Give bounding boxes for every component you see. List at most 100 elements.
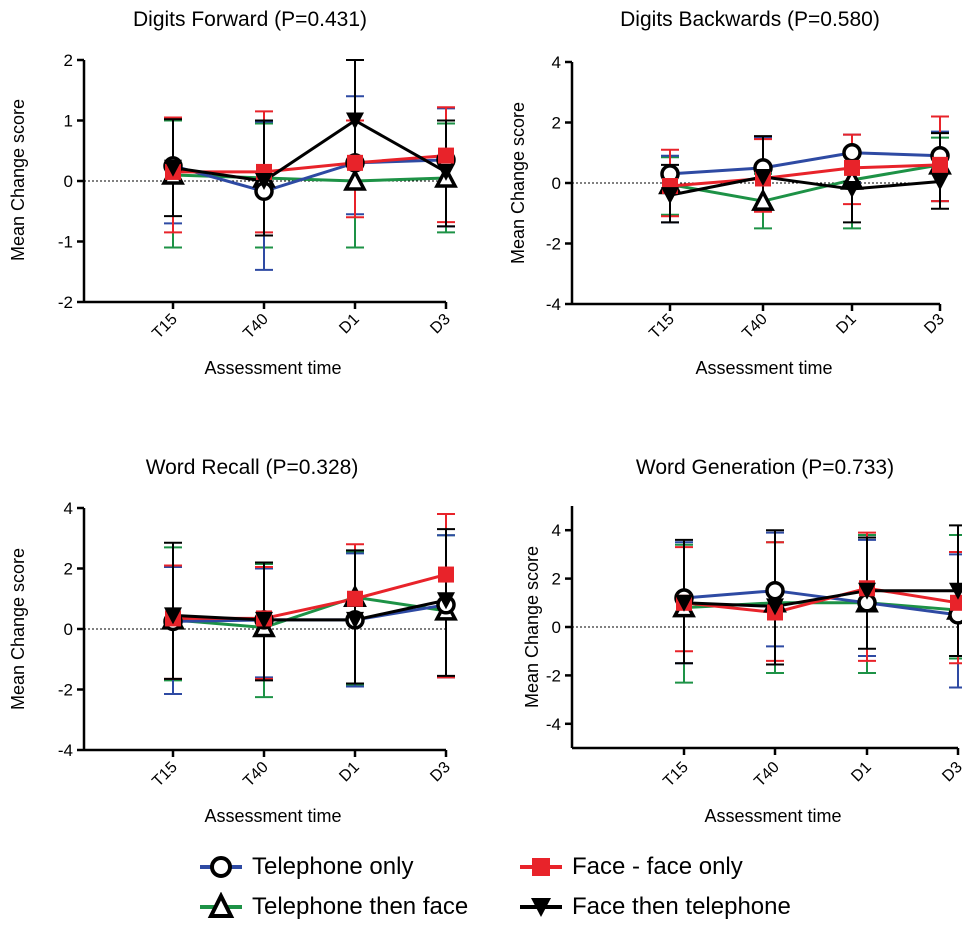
data-point	[843, 181, 861, 199]
x-axis-label: Assessment time	[704, 806, 841, 826]
data-point	[438, 147, 454, 164]
legend: Telephone only Face - face only Telephon…	[200, 852, 900, 928]
y-tick-label: 4	[552, 521, 561, 540]
x-axis-label: Assessment time	[204, 806, 341, 826]
y-axis-label: Mean Change score	[8, 99, 28, 261]
data-point	[751, 188, 775, 211]
series-line-face-then-telephone	[172, 118, 447, 183]
series-line-telephone-only	[683, 589, 959, 617]
x-axis-label: Assessment time	[204, 358, 341, 378]
filled-down-triangle-icon	[520, 898, 562, 917]
y-tick-label: 0	[552, 618, 561, 637]
series-face-face-only	[164, 513, 455, 685]
y-tick-label: -4	[58, 741, 73, 760]
x-tick-label: D1	[336, 759, 363, 786]
series-telephone-only	[164, 95, 455, 271]
series-face-face-only	[164, 106, 455, 234]
y-tick-label: 0	[552, 174, 561, 193]
chart-panel-1: Digits Forward (P=0.431) Mean Change scor…	[8, 8, 458, 378]
series-line-telephone-then-face	[669, 163, 941, 203]
x-tick-label: T15	[646, 311, 678, 343]
data-point	[164, 159, 182, 177]
y-tick-label: 4	[552, 53, 561, 72]
legend-item-telephone-then-face: Telephone then face	[200, 892, 468, 922]
series-line-telephone-only	[669, 151, 941, 176]
series-line-face-then-telephone	[683, 589, 958, 608]
data-point	[842, 143, 862, 163]
chart-panel-2: Digits Backwards (P=0.580) Mean Change sc…	[508, 8, 952, 378]
y-tick-label: 0	[64, 172, 73, 191]
data-point	[754, 168, 772, 186]
x-tick-label: T40	[240, 759, 272, 791]
y-tick-label: -2	[546, 666, 561, 685]
y-tick-label: -2	[58, 293, 73, 312]
data-point	[437, 592, 455, 610]
y-tick-label: -1	[58, 233, 73, 252]
data-point	[858, 582, 876, 600]
series-line-face-face-only	[683, 586, 959, 615]
x-tick-label: D3	[939, 759, 962, 786]
y-tick-label: -2	[58, 681, 73, 700]
data-point	[949, 582, 962, 600]
data-point	[347, 590, 363, 607]
data-point	[844, 159, 860, 176]
legend-item-telephone-only: Telephone only	[200, 852, 413, 882]
y-tick-label: 2	[552, 114, 561, 133]
series-line-face-face-only	[173, 154, 447, 174]
x-tick-label: T40	[751, 759, 783, 791]
series-line-telephone-only	[172, 158, 447, 193]
y-tick-label: 0	[64, 620, 73, 639]
series-line-face-then-telephone	[669, 175, 941, 197]
legend-label: Face then telephone	[572, 893, 791, 920]
y-axis-label: Mean Change score	[8, 548, 28, 710]
chart-title: Word Recall (P=0.328)	[146, 456, 359, 479]
x-tick-label: D3	[427, 311, 454, 338]
y-axis-label: Mean Change score	[508, 102, 528, 264]
y-tick-label: 2	[64, 51, 73, 70]
data-point	[932, 156, 948, 173]
series-line-telephone-then-face	[172, 173, 447, 183]
legend-item-face-face-only: Face - face only	[520, 852, 743, 882]
data-point	[675, 594, 693, 612]
y-tick-label: -4	[546, 295, 561, 314]
y-tick-label: -4	[546, 715, 561, 734]
series-face-then-telephone	[164, 59, 455, 237]
chart-panel-3: Word Recall (P=0.328) Mean Change score As…	[8, 456, 458, 826]
chart-title: Digits Backwards (P=0.580)	[620, 8, 880, 31]
chart-title: Digits Forward (P=0.431)	[133, 8, 367, 31]
figure: Digits Forward (P=0.431) Mean Change scor…	[8, 8, 962, 826]
y-tick-label: 1	[64, 112, 73, 131]
x-tick-label: D1	[833, 311, 860, 338]
y-tick-label: -2	[546, 235, 561, 254]
chart-title: Word Generation (P=0.733)	[636, 456, 894, 479]
series-telephone-then-face	[164, 119, 455, 249]
filled-square-icon	[520, 858, 562, 876]
data-point	[661, 187, 679, 205]
x-tick-label: T15	[149, 311, 181, 343]
x-tick-label: D1	[336, 311, 363, 338]
series-telephone-only	[164, 534, 455, 696]
x-tick-label: T15	[149, 759, 181, 791]
x-tick-label: D3	[427, 759, 454, 786]
data-point	[164, 607, 182, 625]
x-tick-label: D3	[921, 311, 948, 338]
legend-item-face-then-telephone: Face then telephone	[520, 892, 791, 922]
data-point	[343, 168, 367, 191]
chart-panel-4: Word Generation (P=0.733) Mean Change sco…	[522, 456, 962, 826]
series-line-telephone-then-face	[172, 595, 447, 630]
series-line-face-then-telephone	[172, 598, 447, 622]
data-point	[931, 173, 949, 191]
data-point	[765, 580, 785, 601]
series-face-then-telephone	[661, 132, 949, 224]
x-tick-label: D1	[848, 759, 875, 786]
open-triangle-icon	[200, 892, 242, 918]
data-point	[255, 611, 273, 629]
legend-label: Face - face only	[572, 853, 743, 880]
open-circle-icon	[200, 856, 242, 878]
data-point	[438, 566, 454, 583]
x-tick-label: T15	[660, 759, 692, 791]
series-telephone-only	[661, 130, 949, 224]
data-point	[255, 173, 273, 190]
x-axis-label: Assessment time	[695, 358, 832, 378]
data-point	[346, 611, 364, 629]
